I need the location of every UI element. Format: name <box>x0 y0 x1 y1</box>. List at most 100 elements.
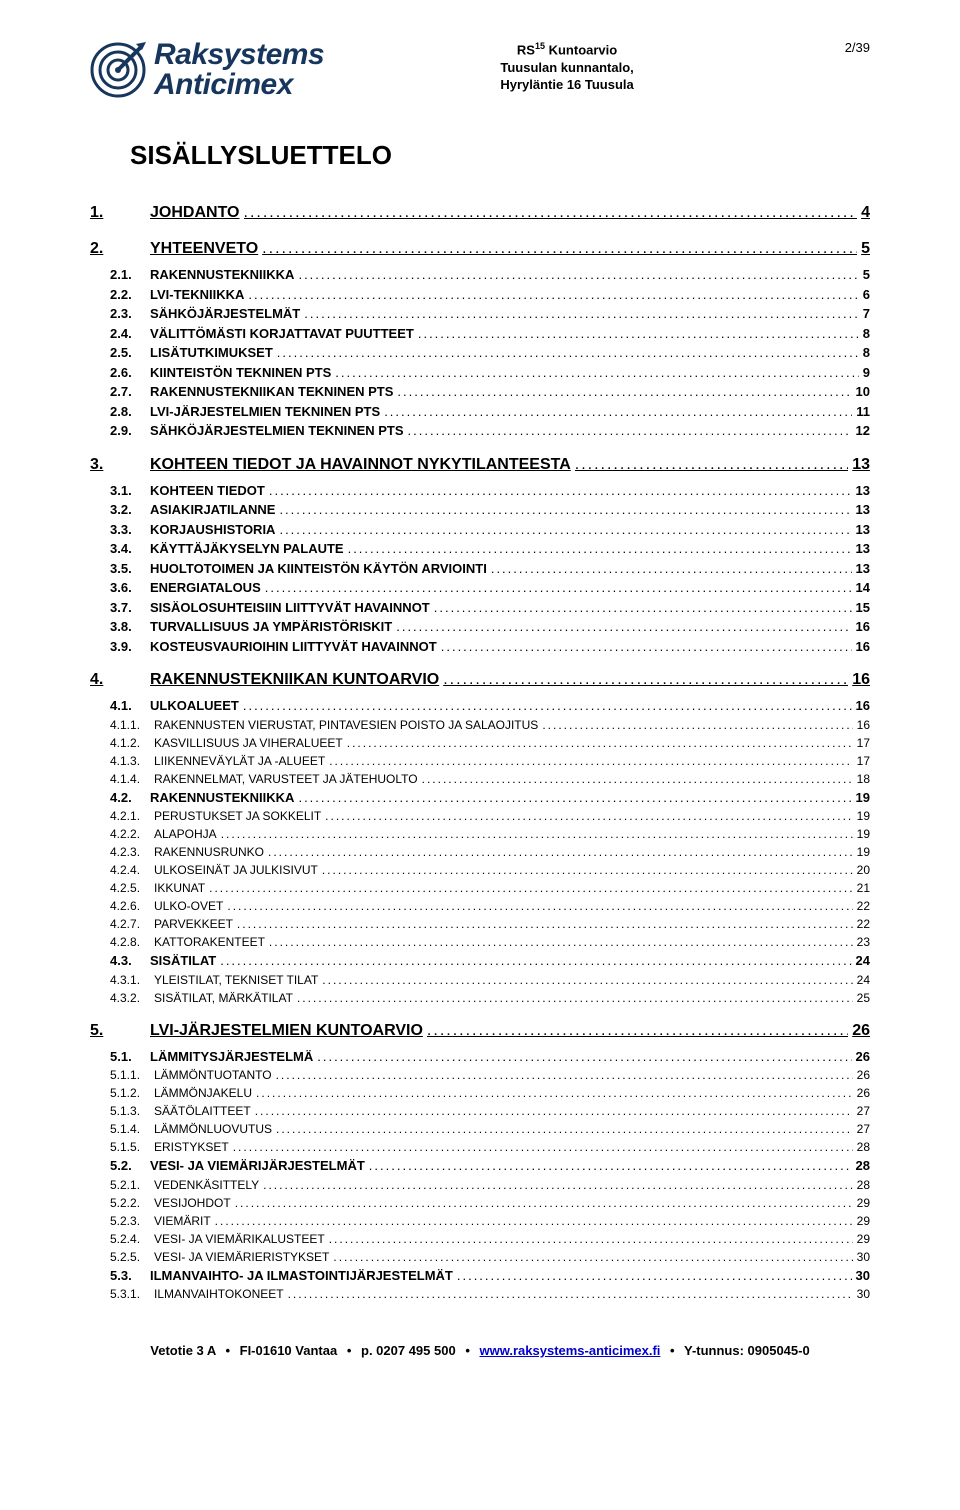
toc-page: 6 <box>863 285 870 305</box>
toc-entry[interactable]: 5.1.1.LÄMMÖNTUOTANTO26 <box>90 1066 870 1084</box>
toc-label: LVI-JÄRJESTELMIEN TEKNINEN PTS <box>150 402 380 422</box>
toc-entry[interactable]: 5.1.4.LÄMMÖNLUOVUTUS27 <box>90 1120 870 1138</box>
toc-page: 19 <box>857 807 870 825</box>
toc-leader <box>335 363 858 383</box>
toc-label: LÄMMITYSJÄRJESTELMÄ <box>150 1047 313 1067</box>
toc-entry[interactable]: 4.2.4.ULKOSEINÄT JA JULKISIVUT20 <box>90 861 870 879</box>
toc-number: 2.3. <box>90 304 150 324</box>
toc-entry[interactable]: 5.2.5.VESI- JA VIEMÄRIERISTYKSET30 <box>90 1248 870 1266</box>
toc-entry[interactable]: 5.2.4.VESI- JA VIEMÄRIKALUSTEET29 <box>90 1230 870 1248</box>
toc-entry[interactable]: 5.3.ILMANVAIHTO- JA ILMASTOINTIJÄRJESTEL… <box>90 1266 870 1286</box>
toc-number: 4.1.3. <box>90 752 154 770</box>
toc-label: VESI- JA VIEMÄRIJÄRJESTELMÄT <box>150 1156 365 1176</box>
toc-entry[interactable]: 3.5.HUOLTOTOIMEN JA KIINTEISTÖN KÄYTÖN A… <box>90 559 870 579</box>
toc-entry[interactable]: 3.7.SISÄOLOSUHTEISIIN LIITTYVÄT HAVAINNO… <box>90 598 870 618</box>
toc-number: 5.1.2. <box>90 1084 154 1102</box>
toc-page: 26 <box>852 1019 870 1043</box>
toc-number: 4.3. <box>90 951 150 971</box>
toc-entry[interactable]: 1.JOHDANTO4 <box>90 201 870 225</box>
toc-entry[interactable]: 4.RAKENNUSTEKNIIKAN KUNTOARVIO16 <box>90 668 870 692</box>
toc-entry[interactable]: 5.2.3.VIEMÄRIT29 <box>90 1212 870 1230</box>
toc-entry[interactable]: 3.3.KORJAUSHISTORIA13 <box>90 520 870 540</box>
toc-entry[interactable]: 4.1.4.RAKENNELMAT, VARUSTEET JA JÄTEHUOL… <box>90 770 870 788</box>
footer-postal: FI-01610 Vantaa <box>240 1343 338 1358</box>
footer-phone: p. 0207 495 500 <box>361 1343 456 1358</box>
toc-entry[interactable]: 4.2.RAKENNUSTEKNIIKKA19 <box>90 788 870 808</box>
toc-entry[interactable]: 5.2.1.VEDENKÄSITTELY28 <box>90 1176 870 1194</box>
toc-entry[interactable]: 4.1.1.RAKENNUSTEN VIERUSTAT, PINTAVESIEN… <box>90 716 870 734</box>
toc-number: 3. <box>90 453 150 477</box>
toc-leader <box>244 201 858 225</box>
toc-number: 5.2. <box>90 1156 150 1176</box>
toc-entry[interactable]: 4.2.7.PARVEKKEET22 <box>90 915 870 933</box>
toc-entry[interactable]: 2.2.LVI-TEKNIIKKA6 <box>90 285 870 305</box>
toc-leader <box>298 265 858 285</box>
toc-page: 29 <box>857 1230 870 1248</box>
toc-label: KORJAUSHISTORIA <box>150 520 275 540</box>
page-header: Raksystems Anticimex RS15 Kuntoarvio Tuu… <box>90 40 870 100</box>
toc-entry[interactable]: 4.1.3.LIIKENNEVÄYLÄT JA -ALUEET17 <box>90 752 870 770</box>
toc-label: KOHTEEN TIEDOT JA HAVAINNOT NYKYTILANTEE… <box>150 453 571 477</box>
toc-entry[interactable]: 2.9.SÄHKÖJÄRJESTELMIEN TEKNINEN PTS12 <box>90 421 870 441</box>
toc-entry[interactable]: 4.2.8.KATTORAKENTEET23 <box>90 933 870 951</box>
toc-entry[interactable]: 5.3.1.ILMANVAIHTOKONEET30 <box>90 1285 870 1303</box>
toc-number: 2.5. <box>90 343 150 363</box>
toc-entry[interactable]: 4.2.6.ULKO-OVET22 <box>90 897 870 915</box>
toc-page: 23 <box>857 933 870 951</box>
toc-entry[interactable]: 4.1.ULKOALUEET16 <box>90 696 870 716</box>
toc-entry[interactable]: 4.1.2.KASVILLISUUS JA VIHERALUEET17 <box>90 734 870 752</box>
toc-number: 3.5. <box>90 559 150 579</box>
toc-entry[interactable]: 5.1.LÄMMITYSJÄRJESTELMÄ26 <box>90 1047 870 1067</box>
toc-entry[interactable]: 4.2.1.PERUSTUKSET JA SOKKELIT19 <box>90 807 870 825</box>
toc-entry[interactable]: 2.YHTEENVETO5 <box>90 237 870 261</box>
toc-number: 5.1.5. <box>90 1138 154 1156</box>
toc-leader <box>317 1047 851 1067</box>
toc-entry[interactable]: 4.2.2.ALAPOHJA19 <box>90 825 870 843</box>
toc-entry[interactable]: 2.8.LVI-JÄRJESTELMIEN TEKNINEN PTS11 <box>90 402 870 422</box>
toc-number: 3.3. <box>90 520 150 540</box>
toc-entry[interactable]: 5.LVI-JÄRJESTELMIEN KUNTOARVIO26 <box>90 1019 870 1043</box>
toc-entry[interactable]: 2.6.KIINTEISTÖN TEKNINEN PTS9 <box>90 363 870 383</box>
toc-entry[interactable]: 3.6.ENERGIATALOUS14 <box>90 578 870 598</box>
toc-entry[interactable]: 2.7.RAKENNUSTEKNIIKAN TEKNINEN PTS10 <box>90 382 870 402</box>
toc-entry[interactable]: 3.8.TURVALLISUUS JA YMPÄRISTÖRISKIT16 <box>90 617 870 637</box>
toc-number: 5.2.3. <box>90 1212 154 1230</box>
toc-entry[interactable]: 4.2.5.IKKUNAT21 <box>90 879 870 897</box>
toc-entry[interactable]: 5.1.5.ERISTYKSET28 <box>90 1138 870 1156</box>
toc-page: 19 <box>856 788 870 808</box>
toc-leader <box>434 598 852 618</box>
toc-label: RAKENNUSTEKNIIKAN KUNTOARVIO <box>150 668 439 692</box>
toc-entry[interactable]: 3.2.ASIAKIRJATILANNE13 <box>90 500 870 520</box>
toc-entry[interactable]: 5.1.2.LÄMMÖNJAKELU26 <box>90 1084 870 1102</box>
toc-leader <box>269 481 852 501</box>
toc-entry[interactable]: 2.3.SÄHKÖJÄRJESTELMÄT7 <box>90 304 870 324</box>
toc-label: RAKENNUSTEKNIIKAN TEKNINEN PTS <box>150 382 393 402</box>
footer-url[interactable]: www.raksystems-anticimex.fi <box>480 1343 661 1358</box>
toc-entry[interactable]: 4.3.2.SISÄTILAT, MÄRKÄTILAT25 <box>90 989 870 1007</box>
toc-leader <box>279 500 851 520</box>
toc-leader <box>418 324 859 344</box>
toc-page: 24 <box>856 951 870 971</box>
toc-label: IKKUNAT <box>154 879 205 897</box>
toc-entry[interactable]: 3.KOHTEEN TIEDOT JA HAVAINNOT NYKYTILANT… <box>90 453 870 477</box>
toc-page: 16 <box>857 716 870 734</box>
footer-sep: • <box>347 1343 352 1358</box>
toc-leader <box>255 1102 853 1120</box>
toc-entry[interactable]: 5.2.2.VESIJOHDOT29 <box>90 1194 870 1212</box>
toc-label: LÄMMÖNTUOTANTO <box>154 1066 272 1084</box>
toc-entry[interactable]: 5.1.3.SÄÄTÖLAITTEET27 <box>90 1102 870 1120</box>
toc-entry[interactable]: 4.2.3.RAKENNUSRUNKO19 <box>90 843 870 861</box>
toc-entry[interactable]: 2.5.LISÄTUTKIMUKSET8 <box>90 343 870 363</box>
toc-entry[interactable]: 2.4.VÄLITTÖMÄSTI KORJATTAVAT PUUTTEET8 <box>90 324 870 344</box>
toc-entry[interactable]: 4.3.SISÄTILAT24 <box>90 951 870 971</box>
toc-entry[interactable]: 3.9.KOSTEUSVAURIOIHIN LIITTYVÄT HAVAINNO… <box>90 637 870 657</box>
toc-leader <box>542 716 852 734</box>
toc-page: 8 <box>863 324 870 344</box>
toc-page: 28 <box>857 1138 870 1156</box>
toc-entry[interactable]: 2.1.RAKENNUSTEKNIIKKA5 <box>90 265 870 285</box>
toc-leader <box>209 879 853 897</box>
toc-entry[interactable]: 3.1.KOHTEEN TIEDOT13 <box>90 481 870 501</box>
toc-entry[interactable]: 4.3.1.YLEISTILAT, TEKNISET TILAT24 <box>90 971 870 989</box>
toc-entry[interactable]: 5.2.VESI- JA VIEMÄRIJÄRJESTELMÄT28 <box>90 1156 870 1176</box>
toc-entry[interactable]: 3.4.KÄYTTÄJÄKYSELYN PALAUTE13 <box>90 539 870 559</box>
